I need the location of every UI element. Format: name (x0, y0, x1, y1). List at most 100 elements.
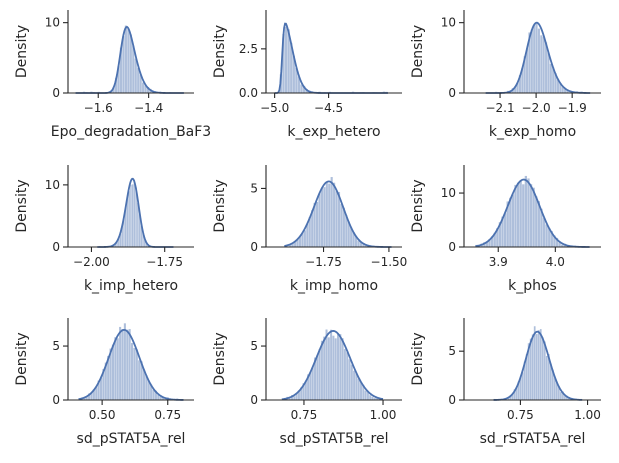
x-tick-label: −5.0 (260, 101, 289, 115)
histogram-bar (525, 354, 528, 400)
panel-k_imp_homo: −1.75 −1.50 0 5 k_imp_homo Density (212, 165, 407, 294)
histogram-bar (362, 384, 365, 400)
panel-k_exp_hetero: −5.0 −4.5 0.0 2.5 k_exp_hetero Density (212, 10, 402, 140)
histogram-bar (545, 224, 548, 247)
kde-curve (281, 330, 384, 401)
x-axis-label: k_exp_homo (489, 124, 576, 140)
histogram-bar (117, 66, 120, 93)
x-tick-label: −1.4 (134, 101, 163, 115)
histogram-bar (554, 72, 557, 93)
histogram-bar (507, 397, 510, 400)
panel-sd_pSTAT5B_rel: 0.75 1.00 0 5 sd_pSTAT5B_rel Density (212, 318, 402, 447)
histogram-bar (558, 242, 561, 247)
panel-k_phos: 3.9 4.0 0 10 k_phos Density (410, 165, 601, 294)
histogram-bar (109, 348, 112, 400)
histogram-bar (539, 329, 542, 400)
x-tick-label: 0.75 (154, 408, 181, 422)
histogram-bar (318, 193, 321, 247)
histogram-bar (376, 397, 379, 400)
histogram-bar (509, 395, 512, 400)
histogram-bar (535, 196, 538, 247)
histogram-bar (291, 243, 294, 247)
histogram-bar (144, 85, 147, 93)
histogram-bar (559, 83, 562, 93)
histogram-bar (514, 86, 517, 93)
histogram-bar (119, 326, 122, 400)
x-axis-label: sd_pSTAT5B_rel (280, 431, 389, 447)
histogram-bar (532, 187, 535, 247)
histogram-bar (493, 232, 496, 247)
histogram-bar (164, 398, 167, 400)
histogram-bar (306, 223, 309, 247)
histogram-bar (533, 326, 536, 400)
y-tick-label: 5 (250, 181, 258, 195)
histogram-bar (535, 334, 538, 400)
histogram-bar (292, 55, 295, 93)
histogram-bar (537, 330, 540, 400)
histogram-bar (121, 329, 124, 400)
histogram-bar (550, 231, 553, 247)
histogram-bar (142, 82, 145, 93)
histogram-bar (328, 183, 331, 247)
histogram-bar (553, 378, 556, 400)
histogram-bar (354, 235, 358, 247)
histogram-bar (549, 63, 552, 93)
x-tick-label: −2.00 (73, 255, 110, 269)
x-tick-label: 4.0 (546, 255, 565, 269)
x-tick-label: −1.75 (305, 255, 342, 269)
histogram-bar (556, 382, 558, 400)
histogram-bar (347, 221, 350, 247)
histogram-bar (542, 36, 545, 93)
kde-curve (475, 178, 590, 248)
histogram-bar (353, 370, 356, 400)
histogram-bar (357, 240, 360, 247)
histogram-bar (503, 213, 507, 247)
histogram-bar (545, 355, 548, 400)
histogram-bar (126, 196, 129, 247)
histogram-bar (529, 338, 532, 400)
histogram-bar (129, 34, 132, 93)
y-tick-label: 10 (45, 178, 60, 192)
histogram-bar (364, 390, 367, 400)
histogram-bar (556, 79, 559, 93)
histogram-bar (159, 396, 162, 400)
histogram-bar (346, 352, 349, 400)
histogram-bar (545, 42, 548, 93)
histogram-bar (307, 374, 310, 400)
y-tick-label: 0 (52, 86, 60, 100)
histogram-bar (92, 389, 95, 400)
panel-k_exp_homo: −2.1 −2.0 −1.9 0 10 k_exp_homo Density (410, 10, 601, 140)
x-axis-label: k_imp_homo (290, 278, 378, 294)
histogram-bar (130, 184, 132, 247)
y-tick-label: 0 (448, 86, 456, 100)
x-axis-label: Epo_degradation_BaF3 (51, 124, 211, 140)
histogram-bar (330, 329, 333, 400)
panel-sd_pSTAT5A_rel: 0.50 0.75 0 5 sd_pSTAT5A_rel Density (14, 318, 194, 447)
histogram-bar (561, 87, 564, 93)
histogram-bar (560, 392, 562, 400)
histogram-bar (315, 201, 319, 247)
histogram-bar (547, 52, 550, 93)
histogram-bar (350, 227, 353, 247)
histogram-bar (320, 340, 323, 400)
y-tick-label: 0 (52, 393, 60, 407)
histogram-bar (488, 239, 491, 247)
histogram-bar (309, 372, 312, 400)
histogram-bar (359, 241, 362, 247)
y-tick-label: 5 (250, 339, 258, 353)
histogram-bar (527, 343, 530, 400)
histogram-bar (314, 357, 317, 400)
histogram-bar (537, 201, 540, 247)
histogram-bar (128, 329, 131, 400)
histogram-bar (490, 236, 494, 247)
histogram-bar (551, 369, 554, 400)
histogram-bar (529, 184, 533, 247)
x-tick-label: −1.9 (558, 101, 587, 115)
y-axis-label: Density (212, 25, 228, 78)
histogram-bar (514, 184, 517, 247)
histogram-bar (302, 383, 305, 400)
histogram-bar (523, 361, 526, 400)
histogram-bar (102, 369, 105, 400)
histogram-bar (513, 389, 516, 400)
x-tick-label: 3.9 (489, 255, 508, 269)
